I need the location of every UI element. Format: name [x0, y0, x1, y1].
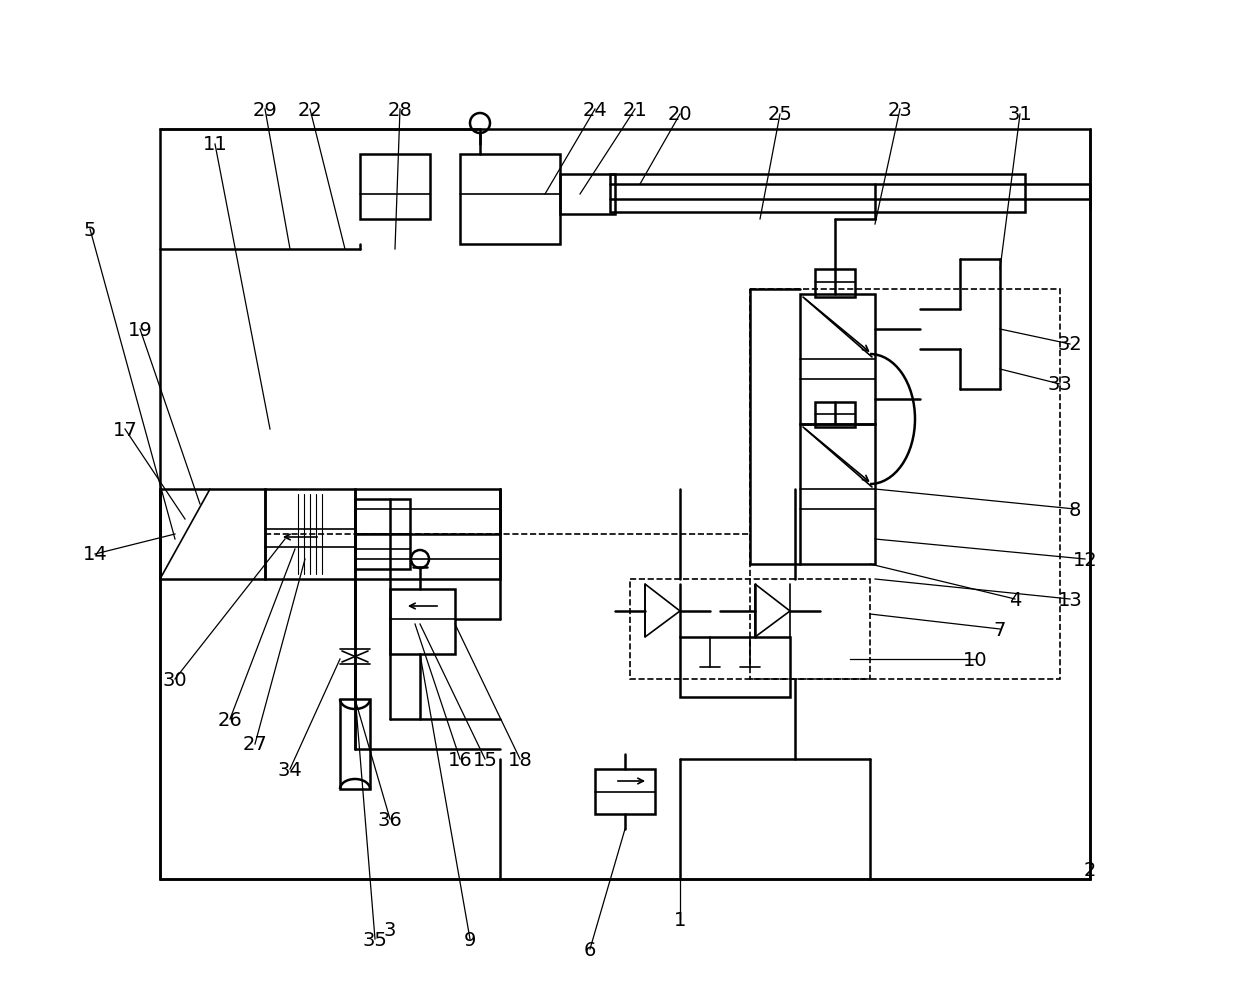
Text: 3: 3 — [384, 919, 397, 938]
Bar — [360, 155, 430, 220]
Text: 27: 27 — [243, 735, 268, 753]
Text: 29: 29 — [253, 100, 278, 119]
Bar — [630, 580, 870, 679]
Text: 24: 24 — [583, 100, 608, 119]
Bar — [265, 489, 355, 580]
Bar — [750, 289, 1060, 679]
Bar — [391, 589, 455, 654]
Bar — [610, 175, 1025, 213]
Bar — [815, 269, 856, 297]
Text: 20: 20 — [667, 105, 692, 124]
Text: 16: 16 — [448, 749, 472, 768]
Text: 2: 2 — [1084, 860, 1096, 879]
Bar — [815, 403, 856, 427]
Text: 5: 5 — [84, 221, 97, 240]
Text: 7: 7 — [993, 620, 1006, 639]
Bar — [595, 769, 655, 814]
Bar — [800, 294, 875, 424]
Bar — [560, 175, 615, 215]
Text: 33: 33 — [1048, 375, 1073, 394]
Text: 4: 4 — [1009, 589, 1022, 609]
Text: 28: 28 — [388, 100, 413, 119]
Text: 34: 34 — [278, 759, 303, 778]
Text: 18: 18 — [507, 749, 532, 768]
Bar — [340, 700, 370, 789]
Text: 23: 23 — [888, 100, 913, 119]
Text: 1: 1 — [673, 910, 686, 928]
Bar — [800, 424, 875, 565]
Bar — [355, 500, 410, 570]
Text: 13: 13 — [1058, 589, 1083, 609]
Bar — [160, 489, 265, 580]
Bar — [460, 155, 560, 245]
Text: 26: 26 — [218, 710, 242, 729]
Bar — [355, 489, 500, 580]
Text: 6: 6 — [584, 939, 596, 958]
Text: 22: 22 — [298, 100, 322, 119]
Text: 10: 10 — [962, 650, 987, 669]
Text: 12: 12 — [1073, 550, 1097, 569]
Text: 25: 25 — [768, 105, 792, 124]
Bar — [160, 130, 1090, 879]
Text: 35: 35 — [362, 929, 387, 948]
Text: 32: 32 — [1058, 335, 1083, 354]
Bar — [680, 637, 790, 698]
Text: 21: 21 — [622, 100, 647, 119]
Text: 11: 11 — [202, 135, 227, 154]
Text: 30: 30 — [162, 670, 187, 689]
Text: 9: 9 — [464, 929, 476, 948]
Text: 17: 17 — [113, 420, 138, 439]
Text: 36: 36 — [378, 810, 402, 829]
Text: 31: 31 — [1008, 105, 1033, 124]
Text: 19: 19 — [128, 320, 153, 339]
Text: 15: 15 — [472, 749, 497, 768]
Text: 8: 8 — [1069, 500, 1081, 519]
Text: 14: 14 — [83, 545, 108, 564]
